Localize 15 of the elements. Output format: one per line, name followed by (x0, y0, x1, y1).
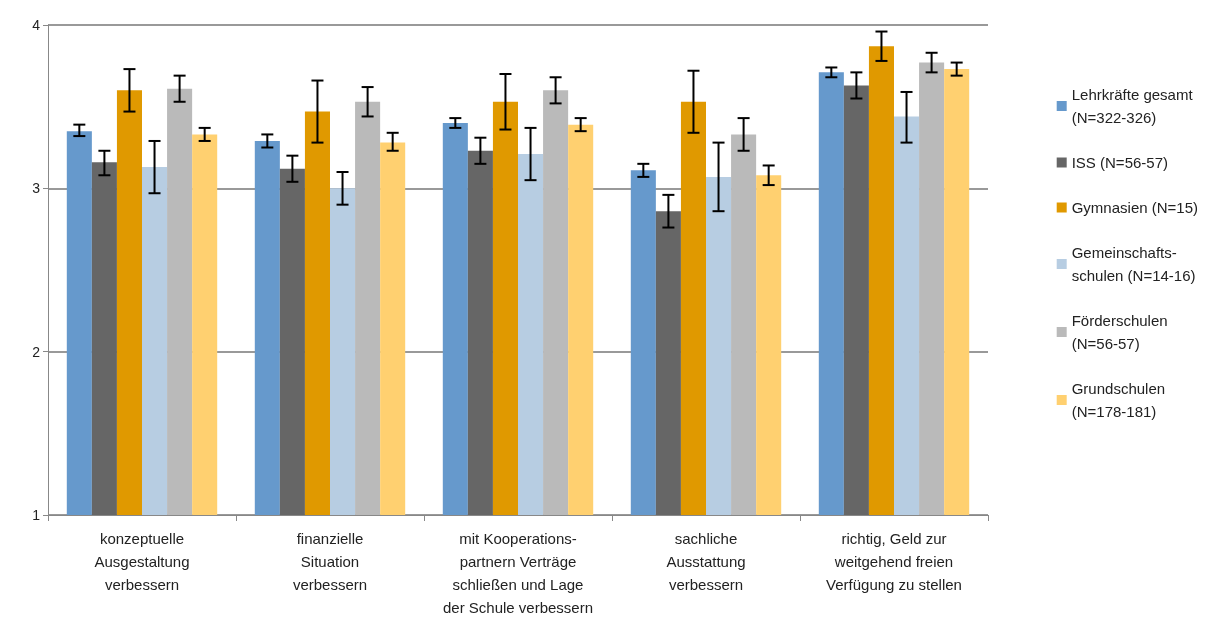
legend-label: ISS (N=56-57) (1071, 154, 1168, 171)
x-tick-label: sachliche Ausstattung verbessern (666, 530, 746, 593)
x-tick-label: richtig, Geld zur weitgehend freien Verfügung zu stellen (826, 530, 962, 593)
y-tick-label: 3 (32, 180, 41, 197)
legend-label: Gemeinschafts- schulen (N=14-16) (1071, 244, 1196, 284)
x-tick-label: mit Kooperations- partnern Verträge schließen und Lage der Schule verbessern (442, 530, 594, 616)
x-tick-label: finanzielle Situation verbessern (292, 530, 368, 593)
legend-label: Grundschulen (N=178-181) (1071, 380, 1166, 420)
y-tick-label: 4 (32, 17, 41, 33)
legend-label: Lehrkräfte gesamt (N=322-326) (1071, 86, 1194, 126)
y-tick-label: 2 (32, 343, 41, 360)
legend-label: Gymnasien (N=15) (1071, 199, 1199, 216)
legend-label: Förderschulen (N=56-57) (1071, 312, 1168, 352)
x-tick-label: konzeptuelle Ausgestaltung verbessern (94, 530, 190, 593)
y-tick-label: 1 (32, 507, 41, 523)
